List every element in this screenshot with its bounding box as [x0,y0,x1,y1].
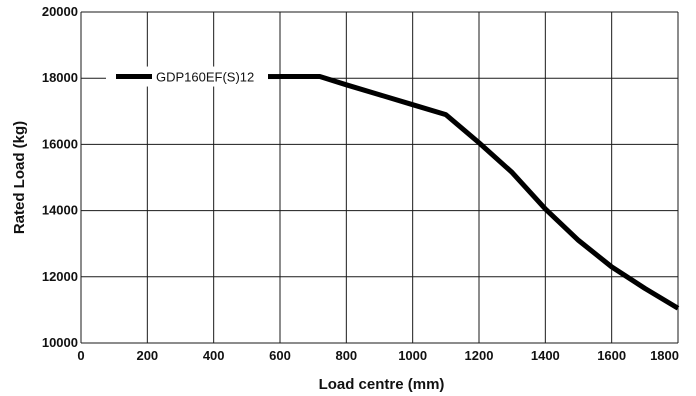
y-tick-label: 20000 [42,4,78,19]
series-layer [280,74,680,311]
x-tick-label: 1800 [650,348,679,363]
x-tick-label: 800 [335,348,357,363]
x-tick-label: 0 [77,348,84,363]
y-tick-label: 10000 [42,335,78,350]
y-tick-label: 14000 [42,203,78,218]
y-axis-title: Rated Load (kg) [11,121,28,234]
x-tick-label: 1400 [531,348,560,363]
x-tick-label: 200 [136,348,158,363]
x-axis-title: Load centre (mm) [319,376,445,393]
x-tick-label: 1600 [597,348,626,363]
y-tick-label: 16000 [42,136,78,151]
y-tick-label: 18000 [42,70,78,85]
x-tick-label: 1000 [398,348,427,363]
x-tick-labels: 0 200 400 600 800 1000 1200 1400 1600 1800 [77,348,679,363]
x-tick-label: 400 [203,348,225,363]
legend-background [106,66,272,87]
y-tick-labels: 10000 12000 14000 16000 18000 20000 [42,4,78,350]
grid [80,11,679,344]
x-tick-label: 1200 [465,348,494,363]
legend: GDP160EF(S)12 [106,66,280,87]
series-line [280,74,680,311]
x-tick-label: 600 [269,348,291,363]
y-tick-label: 12000 [42,269,78,284]
legend-label: GDP160EF(S)12 [156,70,254,85]
